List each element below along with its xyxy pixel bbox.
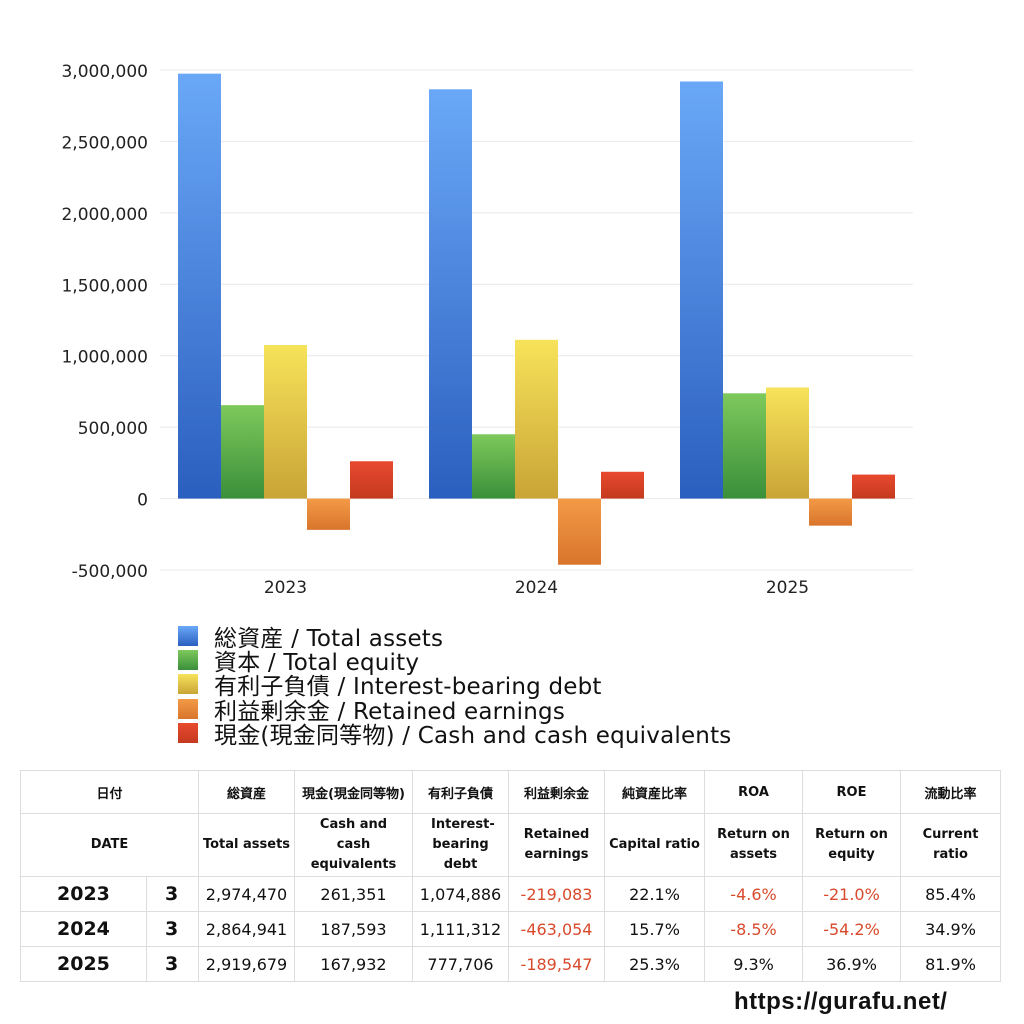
legend-item-cash: 現金(現金同等物) / Cash and cash equivalents: [178, 721, 731, 749]
table-row: 2024 3 2,864,941 187,593 1,111,312 -463,…: [20, 911, 1002, 947]
header-cell: 流動比率: [900, 770, 1002, 814]
legend-label: 利益剰余金 / Retained earnings: [214, 698, 566, 725]
bar-2023-series-4: [350, 461, 393, 499]
bar-2024-series-0: [429, 89, 472, 499]
header-cell: 有利子負債: [412, 770, 510, 814]
cell-total-assets: 2,864,941: [198, 911, 296, 947]
bar-2023-series-2: [264, 345, 307, 499]
legend-item-retained-earnings: 利益剰余金 / Retained earnings: [178, 697, 731, 725]
cell-total-assets: 2,974,470: [198, 876, 296, 912]
header-cell: Capital ratio: [604, 813, 706, 877]
cell-capital-ratio: 25.3%: [604, 946, 706, 982]
bar-2023-series-3: [307, 498, 350, 530]
cell-current-ratio: 81.9%: [900, 946, 1002, 982]
cell-roe: 36.9%: [802, 946, 902, 982]
header-date-jp: 日付: [19, 770, 200, 814]
cell-retained-earnings: -463,054: [508, 911, 606, 947]
legend-item-total-assets: 総資産 / Total assets: [178, 624, 731, 652]
legend-swatch-interest-bearing-debt: [178, 674, 198, 695]
x-tick-label: 2023: [264, 578, 307, 598]
legend-label: 資本 / Total equity: [214, 650, 420, 677]
x-tick-label: 2024: [515, 578, 558, 598]
bar-2024-series-4: [601, 471, 644, 499]
header-cell: Return on equity: [802, 813, 902, 877]
cell-debt: 1,074,886: [412, 876, 510, 912]
table-row: 2025 3 2,919,679 167,932 777,706 -189,54…: [20, 946, 1002, 982]
header-cell: 純資産比率: [604, 770, 706, 814]
legend-label: 総資産 / Total assets: [214, 626, 444, 653]
table-header-en: DATE Total assets Cash and cash equivale…: [19, 813, 1002, 877]
header-cell: Total assets: [198, 813, 296, 877]
header-cell: 現金(現金同等物): [294, 770, 414, 814]
header-cell: Cash and cash equivalents: [294, 813, 414, 877]
bar-2024-series-3: [558, 498, 601, 565]
y-tick-label: 1,000,000: [61, 348, 148, 368]
y-tick-label: 2,000,000: [61, 205, 148, 225]
bar-2025-series-2: [766, 387, 809, 499]
legend-label: 現金(現金同等物) / Cash and cash equivalents: [214, 722, 732, 749]
legend-label: 有利子負債 / Interest-bearing debt: [214, 674, 602, 701]
header-cell: 利益剰余金: [508, 770, 606, 814]
cell-cash: 167,932: [294, 946, 414, 982]
bar-2024-series-2: [515, 339, 558, 499]
cell-cash: 261,351: [294, 876, 414, 912]
legend-item-total-equity: 資本 / Total equity: [178, 648, 731, 676]
bar-2025-series-4: [852, 474, 895, 499]
site-url: https://gurafu.net/: [734, 988, 948, 1015]
row-month: 3: [145, 876, 200, 912]
y-tick-label: 3,000,000: [61, 62, 148, 82]
cell-retained-earnings: -219,083: [508, 876, 606, 912]
cell-roe: -21.0%: [802, 876, 902, 912]
bar-2025-series-3: [809, 498, 852, 526]
header-cell: ROE: [802, 770, 902, 814]
financial-table: 日付 総資産 現金(現金同等物) 有利子負債 利益剰余金 純資産比率 ROA R…: [19, 770, 1002, 982]
cell-roa: -4.6%: [704, 876, 804, 912]
bar-2025-series-0: [680, 81, 723, 499]
bar-2024-series-1: [472, 434, 515, 499]
cell-debt: 777,706: [412, 946, 510, 982]
header-cell: ROA: [704, 770, 804, 814]
row-month: 3: [145, 911, 200, 947]
cell-roe: -54.2%: [802, 911, 902, 947]
cell-total-assets: 2,919,679: [198, 946, 296, 982]
bar-2023-series-0: [178, 73, 221, 499]
legend-swatch-total-equity: [178, 650, 198, 671]
row-year: 2024: [20, 911, 147, 947]
cell-capital-ratio: 15.7%: [604, 911, 706, 947]
legend: 総資産 / Total assets 資本 / Total equity 有利子…: [178, 624, 731, 749]
y-tick-label: -500,000: [72, 562, 148, 582]
y-tick-label: 0: [137, 491, 148, 511]
bar-2025-series-1: [723, 393, 766, 499]
table-row: 2023 3 2,974,470 261,351 1,074,886 -219,…: [20, 876, 1002, 912]
cell-roa: -8.5%: [704, 911, 804, 947]
row-month: 3: [145, 946, 200, 982]
legend-swatch-cash: [178, 722, 198, 743]
chart-svg: 3,000,000 2,500,000 2,000,000 1,500,000 1,00…: [61, 62, 913, 598]
cell-debt: 1,111,312: [412, 911, 510, 947]
header-cell: Interest-bearing debt: [412, 813, 510, 877]
cell-retained-earnings: -189,547: [508, 946, 606, 982]
cell-current-ratio: 34.9%: [900, 911, 1002, 947]
legend-item-interest-bearing-debt: 有利子負債 / Interest-bearing debt: [178, 672, 731, 700]
y-tick-label: 2,500,000: [61, 133, 148, 153]
cell-capital-ratio: 22.1%: [604, 876, 706, 912]
legend-swatch-retained-earnings: [178, 698, 198, 719]
header-cell: Return on assets: [704, 813, 804, 877]
y-tick-label: 1,500,000: [61, 276, 148, 296]
legend-swatch-total-assets: [178, 626, 198, 647]
table-header-jp: 日付 総資産 現金(現金同等物) 有利子負債 利益剰余金 純資産比率 ROA R…: [19, 770, 1002, 814]
row-year: 2025: [20, 946, 147, 982]
cell-current-ratio: 85.4%: [900, 876, 1002, 912]
x-tick-label: 2025: [766, 578, 809, 598]
header-date-en: DATE: [19, 813, 200, 877]
header-cell: Current ratio: [900, 813, 1002, 877]
header-cell: 総資産: [198, 770, 296, 814]
row-year: 2023: [20, 876, 147, 912]
bar-chart: 3,000,000 2,500,000 2,000,000 1,500,000 1,00…: [61, 62, 913, 598]
header-cell: Retained earnings: [508, 813, 606, 877]
bar-2023-series-1: [221, 405, 264, 499]
cell-roa: 9.3%: [704, 946, 804, 982]
y-tick-label: 500,000: [78, 419, 148, 439]
cell-cash: 187,593: [294, 911, 414, 947]
